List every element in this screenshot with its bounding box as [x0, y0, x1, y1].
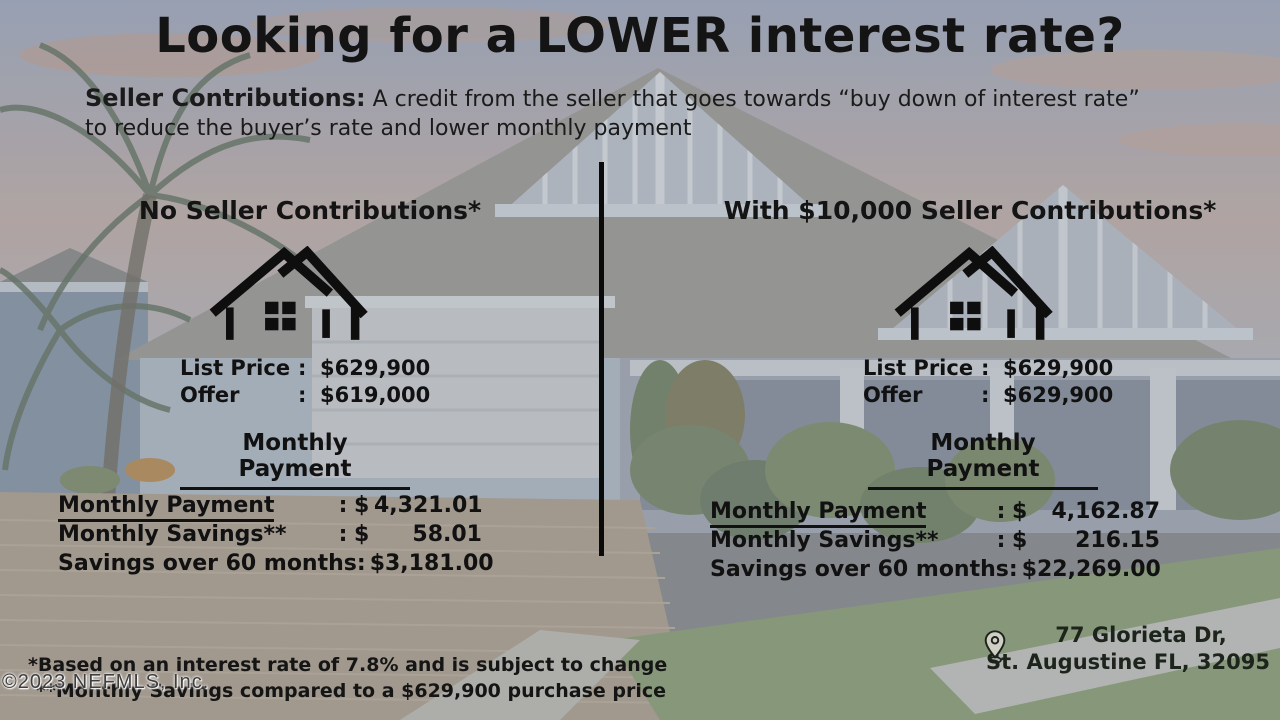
left-monthly-payment-heading: Monthly Payment [180, 430, 410, 490]
address-line2: St. Augustine FL, 32095 [986, 650, 1270, 674]
list-price-label: List Price [863, 356, 974, 380]
offer-row: Offer: $629,900 [863, 382, 1113, 409]
left-column-header: No Seller Contributions* [138, 196, 482, 225]
payment-row-amount: 22,269.00 [1037, 557, 1161, 582]
colon: : [338, 522, 348, 547]
colon: : [981, 383, 990, 407]
column-divider-line [599, 162, 604, 556]
payment-row-amount: 216.15 [1075, 528, 1160, 553]
dollar-sign: $ [354, 522, 370, 547]
offer-label: Offer [863, 383, 923, 407]
footnotes: *Based on an interest rate of 7.8% and i… [28, 652, 667, 704]
colon: : [338, 493, 348, 518]
footnote-interest-rate: *Based on an interest rate of 7.8% and i… [28, 654, 668, 676]
landscaping [60, 360, 1280, 543]
payment-row-label: Monthly Savings** [710, 528, 939, 553]
colon: : [996, 499, 1006, 524]
payment-row: Monthly Payment : $ 4,162.87 [710, 497, 1160, 528]
house-icon [209, 246, 368, 340]
sidewalk [930, 598, 1280, 714]
payment-row-amount: 4,162.87 [1051, 499, 1160, 524]
payment-row: Savings over 60 months : $ 3,181.00 [58, 549, 494, 578]
right-payment-table: Monthly Payment : $ 4,162.87 Monthly Sav… [710, 497, 1161, 584]
offer-label: Offer [180, 383, 240, 407]
subtitle-rest: A credit from the seller that goes towar… [365, 87, 1140, 112]
copyright-watermark: ©2023 NEFMLS, Inc. [2, 671, 210, 693]
payment-row-label: Savings over 60 months [58, 551, 357, 576]
colon: : [356, 551, 366, 576]
payment-row: Monthly Savings** : $ 216.15 [710, 526, 1160, 555]
colon: : [996, 528, 1006, 553]
payment-row: Savings over 60 months : $ 22,269.00 [710, 555, 1161, 584]
footnote-monthly-savings: **Monthly Savings compared to a $629,900… [36, 680, 667, 702]
subtitle: Seller Contributions: A credit from the … [85, 84, 1255, 143]
subtitle-line2: to reduce the buyer’s rate and lower mon… [85, 116, 692, 141]
list-price-value: $629,900 [320, 356, 431, 380]
dollar-sign: $ [1012, 499, 1028, 524]
right-price-block: List Price: $629,900 Offer: $629,900 [863, 355, 1113, 409]
list-price-label: List Price [180, 356, 291, 380]
payment-row-amount: 4,321.01 [374, 493, 483, 518]
offer-value: $629,900 [1003, 383, 1114, 407]
payment-row-label: Savings over 60 months [710, 557, 1009, 582]
dollar-sign: $ [1021, 557, 1037, 582]
payment-row-label: Monthly Payment [710, 499, 927, 528]
payment-row-label: Monthly Savings** [58, 522, 287, 547]
page-title: Looking for a LOWER interest rate? [155, 8, 1125, 64]
list-price-value: $629,900 [1003, 356, 1114, 380]
payment-row-amount: 3,181.00 [385, 551, 494, 576]
left-payment-table: Monthly Payment : $ 4,321.01 Monthly Sav… [58, 491, 494, 578]
colon: : [1008, 557, 1018, 582]
garage-door [312, 308, 604, 478]
right-column-header: With $10,000 Seller Contributions* [723, 196, 1217, 225]
palm-tree [0, 42, 311, 471]
dollar-sign: $ [1012, 528, 1028, 553]
offer-value: $619,000 [320, 383, 431, 407]
house-icon [894, 246, 1053, 340]
payment-row: Monthly Payment : $ 4,321.01 [58, 491, 483, 522]
right-monthly-payment-heading: Monthly Payment [868, 430, 1098, 490]
colon: : [298, 383, 307, 407]
subtitle-lead: Seller Contributions: [85, 84, 366, 112]
location-pin-icon [984, 630, 1006, 664]
payment-row: Monthly Savings** : $ 58.01 [58, 520, 482, 549]
address-line1: 77 Glorieta Dr, [1055, 623, 1227, 647]
left-price-block: List Price: $629,900 Offer: $619,000 [180, 355, 430, 409]
colon: : [298, 356, 307, 380]
dollar-sign: $ [369, 551, 385, 576]
colon: : [981, 356, 990, 380]
offer-row: Offer: $619,000 [180, 382, 430, 409]
list-price-row: List Price: $629,900 [863, 355, 1113, 382]
dollar-sign: $ [354, 493, 370, 518]
property-address: 77 Glorieta Dr, St. Augustine FL, 32095 [982, 622, 1274, 676]
payment-row-amount: 58.01 [412, 522, 482, 547]
payment-row-label: Monthly Payment [58, 493, 275, 522]
list-price-row: List Price: $629,900 [180, 355, 430, 382]
